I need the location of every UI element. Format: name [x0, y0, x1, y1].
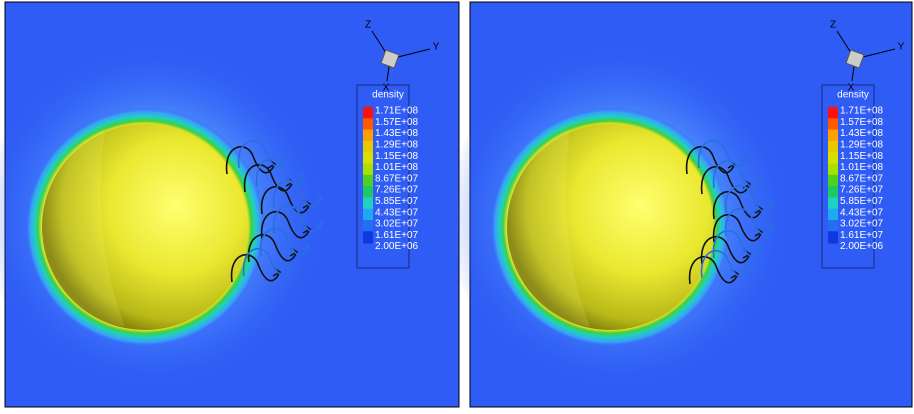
legend-swatch: [828, 186, 838, 198]
legend-swatch: [363, 209, 373, 221]
legend-swatch: [363, 175, 373, 187]
axis-label-z: Z: [365, 20, 371, 31]
legend-swatch: [363, 152, 373, 164]
axis-label-y: Y: [898, 42, 905, 53]
legend-swatch: [363, 118, 373, 130]
legend-label: 1.43E+08: [840, 128, 884, 139]
legend-label: 1.15E+08: [840, 151, 884, 162]
legend-swatch: [828, 141, 838, 153]
legend-swatch: [828, 107, 838, 119]
legend-label: 1.01E+08: [375, 162, 419, 173]
legend-label: 1.43E+08: [375, 128, 419, 139]
legend-label: 4.43E+07: [375, 207, 419, 218]
legend-swatch: [828, 175, 838, 187]
legend-label: 7.26E+07: [375, 185, 419, 196]
legend-swatch: [363, 220, 373, 232]
legend-label: 1.15E+08: [375, 151, 419, 162]
axis-label-y: Y: [433, 42, 440, 53]
legend-swatch: [363, 164, 373, 176]
legend-swatch: [828, 130, 838, 142]
legend-label: 1.71E+08: [375, 106, 419, 117]
figure: ZYXdensity1.71E+081.57E+081.43E+081.29E+…: [0, 0, 914, 409]
panel: ZYXdensity1.71E+081.57E+081.43E+081.29E+…: [445, 2, 912, 407]
legend-title: density: [372, 90, 404, 101]
legend-title: density: [837, 90, 869, 101]
legend-label: 1.57E+08: [840, 117, 884, 128]
legend-label: 8.67E+07: [375, 173, 419, 184]
legend-swatch: [828, 164, 838, 176]
legend-label: 4.43E+07: [840, 207, 884, 218]
legend-swatch: [828, 118, 838, 130]
legend-label: 1.57E+08: [375, 117, 419, 128]
legend-label: 1.61E+07: [840, 230, 884, 241]
legend-swatch: [828, 197, 838, 209]
legend-swatch: [363, 107, 373, 119]
legend-label: 5.85E+07: [375, 196, 419, 207]
legend-label: 2.00E+06: [375, 241, 419, 252]
panel: ZYXdensity1.71E+081.57E+081.43E+081.29E+…: [0, 2, 459, 407]
legend-swatch: [363, 141, 373, 153]
legend-label: 1.01E+08: [840, 162, 884, 173]
legend-swatch: [828, 220, 838, 232]
legend-label: 7.26E+07: [840, 185, 884, 196]
legend-swatch: [363, 197, 373, 209]
legend-swatch: [363, 186, 373, 198]
legend-swatch: [828, 231, 838, 243]
legend-label: 1.29E+08: [375, 140, 419, 151]
legend-swatch: [363, 231, 373, 243]
legend-label: 5.85E+07: [840, 196, 884, 207]
legend-swatch: [828, 209, 838, 221]
legend-label: 1.29E+08: [840, 140, 884, 151]
legend-swatch: [828, 152, 838, 164]
legend-label: 1.71E+08: [840, 106, 884, 117]
legend-swatch: [363, 130, 373, 142]
legend-label: 3.02E+07: [840, 219, 884, 230]
page: ZYXdensity1.71E+081.57E+081.43E+081.29E+…: [0, 0, 914, 409]
legend-label: 3.02E+07: [375, 219, 419, 230]
legend-label: 8.67E+07: [840, 173, 884, 184]
legend-label: 2.00E+06: [840, 241, 884, 252]
axis-label-z: Z: [830, 20, 836, 31]
legend-label: 1.61E+07: [375, 230, 419, 241]
